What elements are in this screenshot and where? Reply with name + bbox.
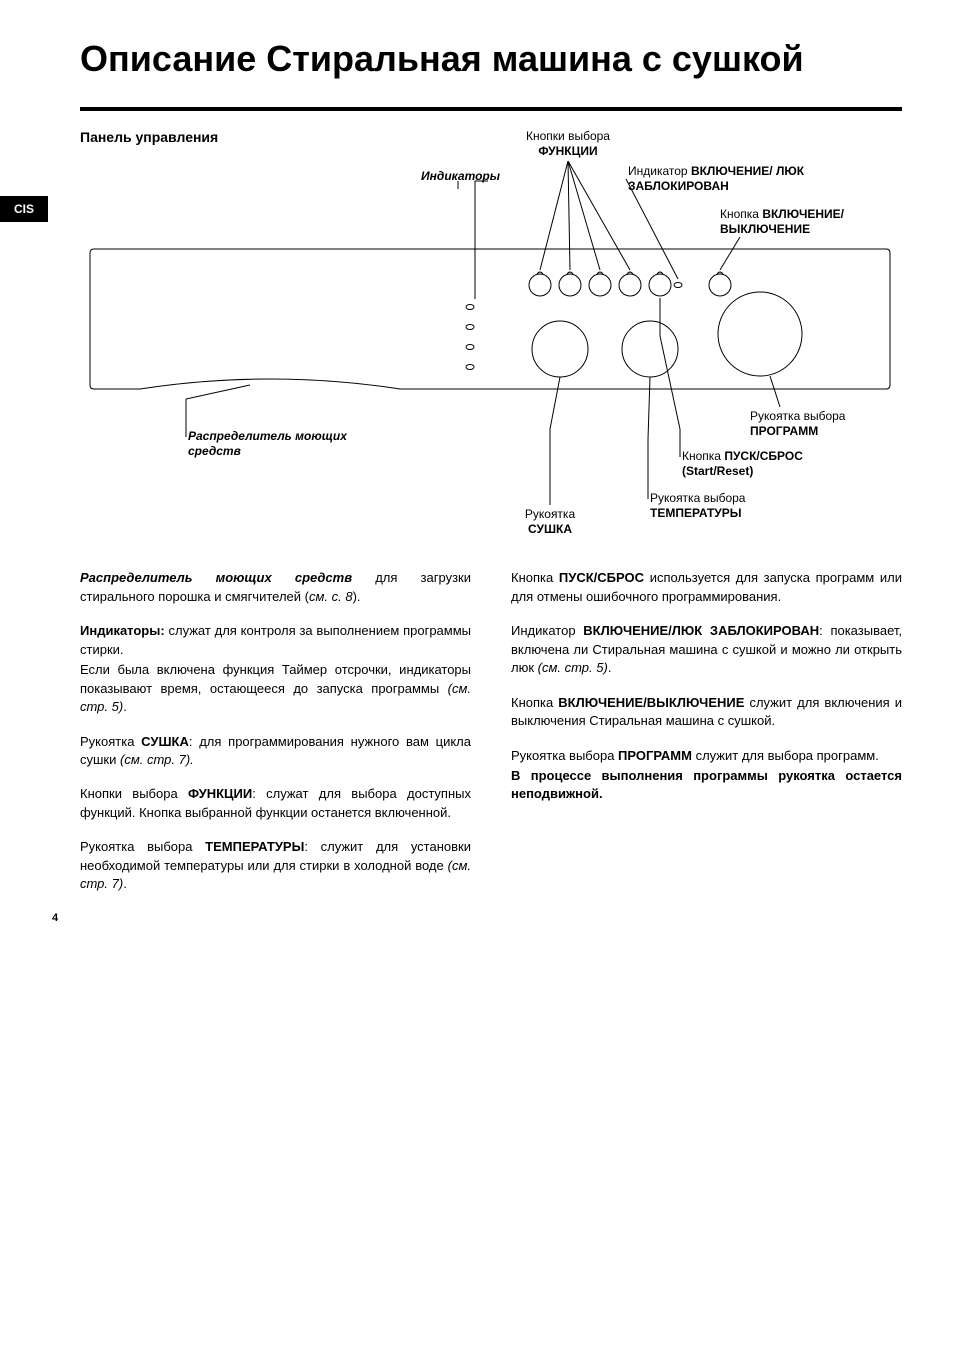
body-text: Распределитель моющих средств для загруз… <box>80 569 902 909</box>
paragraph: Если была включена функция Таймер отсроч… <box>80 661 471 716</box>
column-right: Кнопка ПУСК/СБРОС используется для запус… <box>511 569 902 909</box>
page-number: 4 <box>52 912 58 924</box>
paragraph: Индикатор ВКЛЮЧЕНИЕ/ЛЮК ЗАБЛОКИРОВАН: по… <box>511 622 902 677</box>
language-tab-cis: CIS <box>0 196 48 222</box>
paragraph: Индикаторы: служат для контроля за выпол… <box>80 622 471 659</box>
paragraph: Рукоятка выбора ТЕМПЕРАТУРЫ: служит для … <box>80 838 471 893</box>
paragraph: Кнопка ВКЛЮЧЕНИЕ/ВЫКЛЮЧЕНИЕ служит для в… <box>511 694 902 731</box>
paragraph: Кнопки выбора ФУНКЦИИ: служат для выбора… <box>80 785 471 822</box>
column-left: Распределитель моющих средств для загруз… <box>80 569 471 909</box>
paragraph: Кнопка ПУСК/СБРОС используется для запус… <box>511 569 902 606</box>
paragraph: Рукоятка выбора ПРОГРАММ служит для выбо… <box>511 747 902 765</box>
page-title: Описание Стиральная машина с сушкой <box>80 38 902 79</box>
title-rule <box>80 107 902 111</box>
panel-svg <box>80 129 900 549</box>
paragraph: В процессе выполнения программы рукоятка… <box>511 767 902 804</box>
paragraph: Рукоятка СУШКА: для программирования нуж… <box>80 733 471 770</box>
paragraph: Распределитель моющих средств для загруз… <box>80 569 471 606</box>
control-panel-diagram: Панель управления Кнопки выбора ФУНКЦИИ … <box>80 129 902 549</box>
